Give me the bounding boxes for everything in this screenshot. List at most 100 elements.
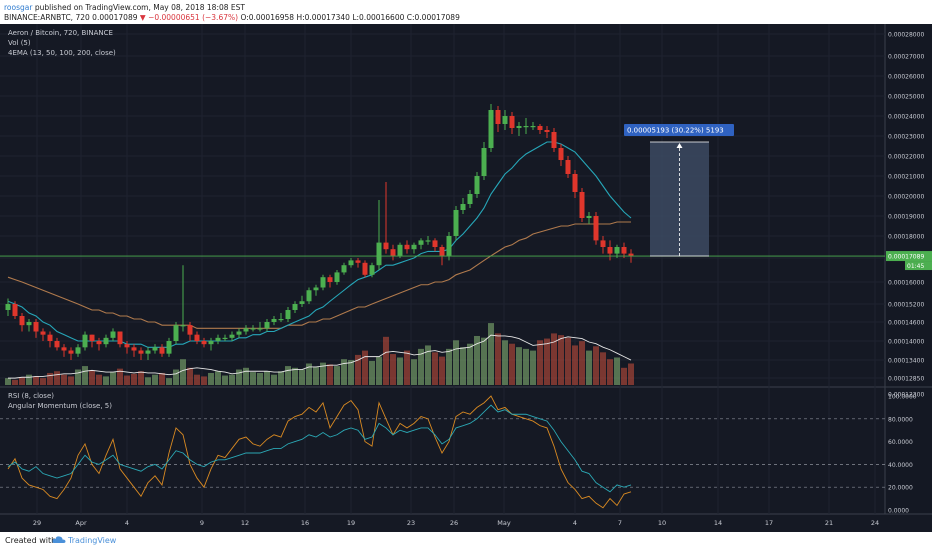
volume-bar bbox=[369, 360, 375, 385]
legend-title: Aeron / Bitcoin, 720, BINANCE bbox=[8, 29, 113, 37]
candle-body bbox=[355, 260, 361, 263]
candle-body bbox=[103, 337, 109, 345]
candle-body bbox=[558, 148, 564, 160]
volume-bar bbox=[12, 379, 18, 385]
candle-body bbox=[173, 325, 179, 341]
candle-body bbox=[376, 242, 382, 266]
candle-body bbox=[264, 322, 270, 329]
price-tick-label: 0.00012850 bbox=[888, 376, 924, 383]
candle-body bbox=[152, 347, 158, 351]
candle-body bbox=[271, 319, 277, 322]
legend-angular-momentum: Angular Momentum (close, 5) bbox=[8, 402, 112, 410]
legend-rsi: RSI (8, close) bbox=[8, 392, 54, 400]
tradingview-brand[interactable]: TradingView bbox=[68, 536, 117, 545]
candle-body bbox=[201, 341, 207, 345]
measure-arrow-head-icon bbox=[676, 143, 683, 148]
candle-body bbox=[516, 126, 522, 128]
volume-bar bbox=[390, 354, 396, 385]
volume-bar bbox=[61, 374, 67, 385]
time-tick-label: 19 bbox=[347, 519, 355, 527]
price-tick-label: 0.00027000 bbox=[888, 54, 924, 61]
volume-bar bbox=[327, 364, 333, 385]
candle-body bbox=[68, 350, 74, 354]
volume-bar bbox=[236, 369, 242, 385]
ema-fast-line bbox=[7, 141, 632, 348]
price-tick-label: 0.00024000 bbox=[888, 114, 924, 121]
candle-body bbox=[138, 350, 144, 354]
volume-bar bbox=[411, 359, 417, 385]
legend-volume: Vol (5) bbox=[8, 39, 31, 47]
candle-body bbox=[586, 216, 592, 218]
candle-body bbox=[124, 344, 130, 348]
volume-bar bbox=[544, 338, 550, 385]
volume-bar bbox=[453, 340, 459, 385]
price-tick-label: 0.00021000 bbox=[888, 174, 924, 181]
candle-body bbox=[607, 247, 613, 254]
candle-body bbox=[579, 192, 585, 218]
volume-bar bbox=[173, 369, 179, 385]
volume-bar bbox=[397, 357, 403, 385]
volume-bar bbox=[530, 350, 536, 385]
candle-body bbox=[488, 110, 494, 148]
candle-body bbox=[236, 331, 242, 335]
ema-slow-line bbox=[7, 221, 631, 329]
candle-body bbox=[299, 301, 305, 304]
candle-body bbox=[306, 290, 312, 302]
volume-bar bbox=[264, 371, 270, 385]
ohlc-values: O:0.00016958 H:0.00017340 L:0.00016600 C… bbox=[240, 13, 460, 22]
candle-body bbox=[19, 316, 25, 326]
candle-body bbox=[166, 341, 172, 354]
volume-bar bbox=[495, 333, 501, 385]
volume-bar bbox=[481, 337, 487, 385]
candle-body bbox=[131, 347, 137, 351]
price-tick-label: 0.00014600 bbox=[888, 320, 924, 327]
chart-canvas[interactable]: 0.00028000 0.00027000 0.00026000 0.00025000… bbox=[0, 24, 932, 532]
volume-bar bbox=[334, 366, 340, 385]
candle-body bbox=[530, 126, 536, 128]
volume-bar bbox=[516, 347, 522, 385]
candle-body bbox=[110, 331, 116, 338]
time-tick-label: 17 bbox=[765, 519, 773, 527]
volume-bar bbox=[628, 363, 634, 385]
candle-body bbox=[614, 247, 620, 254]
volume-bar bbox=[404, 350, 410, 385]
candle-body bbox=[628, 253, 634, 256]
candle-body bbox=[327, 277, 333, 282]
candle-body bbox=[593, 216, 599, 241]
author-link[interactable]: roosgar bbox=[4, 3, 33, 12]
publish-line: roosgar published on TradingView.com, Ma… bbox=[4, 3, 245, 12]
volume-bar bbox=[166, 378, 172, 385]
volume-bar bbox=[341, 359, 347, 385]
candle-body bbox=[89, 334, 95, 341]
volume-bar bbox=[439, 356, 445, 385]
volume-bar bbox=[96, 374, 102, 385]
volume-bar bbox=[572, 345, 578, 385]
candle-body bbox=[54, 341, 60, 348]
volume-bar bbox=[383, 336, 389, 385]
volume-bar bbox=[313, 366, 319, 385]
countdown-tag bbox=[905, 261, 932, 271]
volume-bar bbox=[278, 371, 284, 385]
volume-bar bbox=[201, 376, 207, 385]
volume-bar bbox=[488, 323, 494, 385]
candle-body bbox=[313, 287, 319, 291]
volume-bar bbox=[586, 350, 592, 385]
volume-bar bbox=[250, 372, 256, 385]
down-arrow-icon: ▼ bbox=[139, 13, 146, 22]
volume-bar bbox=[558, 335, 564, 385]
price-tick-label: 0.00012300 bbox=[888, 392, 924, 399]
price-tick-label: 0.00022000 bbox=[888, 154, 924, 161]
last-price-tag bbox=[886, 251, 932, 262]
volume-bar bbox=[19, 377, 25, 385]
volume-bar bbox=[68, 376, 74, 385]
rsi-tick-label: 0.0000 bbox=[888, 508, 909, 515]
candle-body bbox=[341, 265, 347, 273]
volume-bar bbox=[243, 367, 249, 385]
candle-body bbox=[565, 160, 571, 174]
volume-bar bbox=[5, 378, 11, 385]
volume-bar bbox=[194, 374, 200, 385]
candle-body bbox=[159, 347, 165, 354]
candle-body bbox=[75, 347, 81, 354]
time-tick-label: May bbox=[497, 519, 511, 527]
candle-body bbox=[278, 319, 284, 321]
